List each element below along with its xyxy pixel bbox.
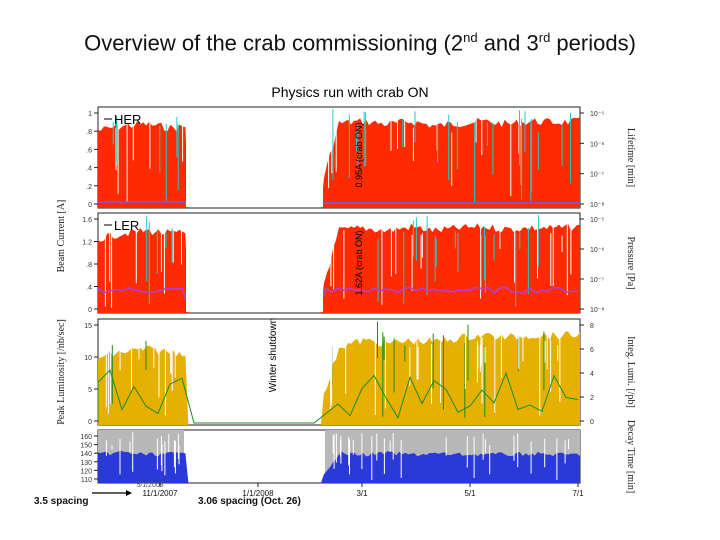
y-tick-label-lumi: 5	[88, 387, 92, 394]
y-tick-label-her: .6	[86, 147, 92, 154]
y-tick-label-rate: 110	[81, 477, 92, 484]
x-tick-upper-label: 5/1/2008	[136, 482, 163, 489]
y-axis-right-title-rate: Decay Time [min]	[625, 420, 636, 493]
y-tick-label-ler: .8	[86, 262, 92, 269]
integrated-lumi-line	[97, 369, 579, 424]
y-tick-label-her: .4	[86, 166, 92, 173]
shutdown-gap-block	[186, 214, 323, 312]
y-tick-label-right-ler: 10⁻⁸	[590, 307, 604, 314]
y-tick-label-ler: 1.6	[82, 217, 92, 224]
y-tick-label-her: .2	[86, 184, 92, 191]
y-tick-label-lumi: 10	[84, 355, 92, 362]
spacing-arrow-head	[126, 490, 132, 496]
series-ler-area	[98, 223, 580, 313]
y-axis-right-title-her: Lifetime [min]	[625, 128, 636, 187]
x-tick-label: 11/1/2007	[143, 489, 179, 498]
series-her-area	[98, 117, 580, 208]
y-tick-label-her: 1	[88, 111, 92, 118]
y-tick-label-right-ler: 10⁻⁶	[590, 247, 604, 254]
legend-label-her: HER	[114, 112, 141, 127]
series-lumi-area	[98, 331, 580, 425]
y-tick-label-rate: 150	[80, 443, 92, 450]
x-tick-label: 7/1	[572, 489, 584, 498]
y-tick-label-right-her: 10⁻⁷	[590, 172, 604, 179]
chart-title: Physics run with crab ON	[271, 84, 428, 100]
ler-crab-current-label: 1.62A (crab ON)	[354, 230, 364, 295]
y-tick-label-rate: 120	[80, 468, 92, 475]
shutdown-gap-block	[186, 108, 323, 207]
y-tick-label-ler: 0	[88, 307, 92, 314]
y-tick-label-right-lumi: 0	[590, 419, 594, 426]
series-rate-area	[98, 451, 580, 483]
y-axis-right-title-lumi: Integ. Lumi. [/pb]	[625, 336, 636, 408]
y-tick-label-right-lumi: 6	[590, 347, 594, 354]
y-tick-label-right-lumi: 4	[590, 371, 594, 378]
crab-commissioning-chart: Physics run with crab ON 1.8.6.4.2010⁻⁵1…	[50, 75, 670, 515]
legend-label-ler: LER	[114, 218, 139, 233]
y-tick-label-right-her: 10⁻⁶	[590, 141, 604, 148]
y-tick-label-right-her: 10⁻⁵	[590, 111, 604, 118]
slide-title: Overview of the crab commissioning (2nd …	[84, 30, 636, 56]
chart-overlays: Winter shutdown 0.95A (crab ON) 1.62A (cra…	[92, 108, 584, 498]
y-tick-label-rate: 160	[80, 434, 92, 441]
spacing-mid-annotation: 3.06 spacing (Oct. 26)	[198, 496, 301, 507]
y-axis-title-lumi: Peak Luminosity [/nb/sec]	[56, 319, 67, 425]
y-tick-label-rate: 140	[80, 451, 92, 458]
x-tick-label: 3/1	[356, 489, 368, 498]
pressure-line	[97, 286, 579, 306]
y-tick-label-right-her: 10⁻⁸	[590, 202, 604, 209]
y-tick-label-right-ler: 10⁻⁷	[590, 277, 604, 284]
y-axis-title-her: Beam Current [A]	[56, 200, 67, 273]
y-tick-label-right-ler: 10⁻⁵	[590, 217, 604, 224]
y-tick-label-right-lumi: 8	[590, 323, 594, 330]
y-axis-right-title-ler: Pressure [Pa]	[625, 236, 636, 289]
x-tick-label: 5/1	[464, 489, 476, 498]
y-tick-label-her: 0	[88, 202, 92, 209]
y-tick-label-her: .8	[86, 129, 92, 136]
her-crab-current-label: 0.95A (crab ON)	[354, 122, 364, 187]
y-tick-label-ler: 1.2	[82, 240, 92, 247]
spacing-left-annotation: 3.5 spacing	[34, 496, 89, 507]
y-tick-label-ler: .4	[86, 285, 92, 292]
y-tick-label-right-lumi: 2	[590, 395, 594, 402]
y-tick-label-lumi: 15	[84, 323, 92, 330]
lifetime-line	[98, 201, 580, 204]
x-tick-label: 1/1/2008	[242, 489, 274, 498]
winter-shutdown-label: Winter shutdown	[268, 318, 279, 392]
y-tick-label-lumi: 0	[88, 419, 92, 426]
chart-panels: 1 .8 .6 .4 .2 0 10⁻⁵ 10⁻⁶ 10⁻⁷ 10⁻⁸ Beam Current […	[56, 106, 636, 493]
y-tick-label-rate: 130	[80, 460, 92, 467]
